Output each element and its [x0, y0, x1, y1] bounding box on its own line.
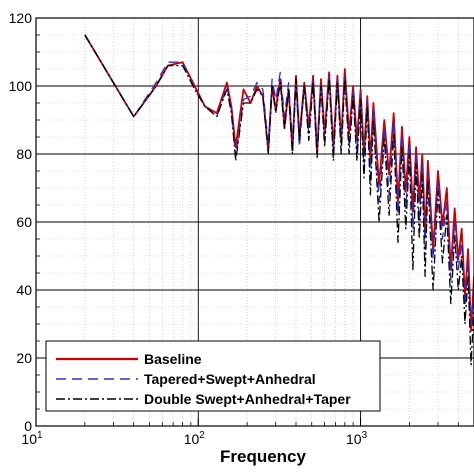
y-tick-label: 100	[9, 78, 33, 94]
x-axis-title: Frequency	[220, 447, 307, 466]
legend-label-3: Double Swept+Anhedral+Taper	[144, 391, 351, 407]
legend-label-1: Baseline	[144, 351, 202, 367]
y-tick-label: 0	[24, 418, 32, 434]
y-tick-label: 60	[16, 214, 32, 230]
legend: Baseline Tapered+Swept+Anhedral Double Swe…	[45, 340, 381, 412]
y-tick-label: 40	[16, 282, 32, 298]
x-tick-label: 101	[21, 430, 43, 447]
axis-ticks: 0 20 40 60 80 100 120 101 102 103	[9, 10, 474, 447]
series-line-2	[84, 34, 474, 325]
y-tick-label: 20	[16, 350, 32, 366]
series-line-3	[84, 34, 474, 366]
series-lines	[84, 34, 474, 366]
legend-box	[45, 340, 381, 412]
y-tick-label: 120	[9, 10, 33, 26]
legend-label-2: Tapered+Swept+Anhedral	[144, 371, 316, 387]
y-tick-label: 80	[16, 146, 32, 162]
x-tick-label: 102	[184, 430, 206, 447]
x-tick-label: 103	[346, 430, 368, 447]
